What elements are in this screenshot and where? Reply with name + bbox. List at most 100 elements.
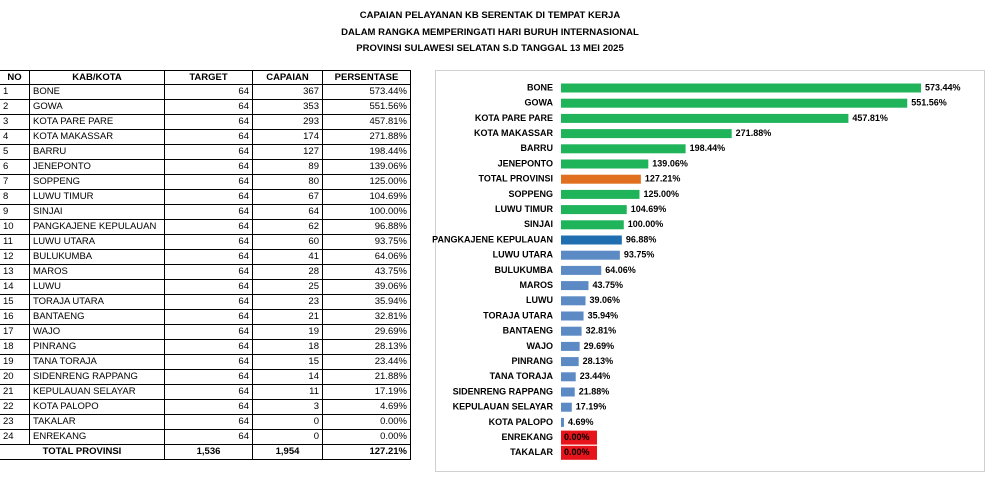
- total-label: TOTAL PROVINSI: [0, 445, 165, 460]
- table-cell: 127: [253, 145, 323, 160]
- table-cell: 18: [0, 340, 30, 355]
- table-cell: 28: [253, 265, 323, 280]
- table-cell: 174: [253, 130, 323, 145]
- table-cell: PANGKAJENE KEPULAUAN: [30, 220, 165, 235]
- table-cell: 10: [0, 220, 30, 235]
- table-cell: 64: [165, 160, 253, 175]
- table-cell: 64: [165, 115, 253, 130]
- table-cell: 20: [0, 370, 30, 385]
- table-cell: KOTA PALOPO: [30, 400, 165, 415]
- table-cell: 64: [165, 430, 253, 445]
- bar: [561, 113, 849, 123]
- bar: [561, 430, 597, 445]
- table-cell: 64: [165, 370, 253, 385]
- bar: [561, 98, 908, 108]
- category-label: GOWA: [525, 98, 554, 108]
- column-header: CAPAIAN: [253, 70, 323, 85]
- bar: [561, 311, 584, 321]
- value-label: 0.00%: [564, 432, 590, 442]
- table-cell: BONE: [30, 85, 165, 100]
- table-cell: 64: [165, 385, 253, 400]
- bar: [561, 205, 627, 215]
- table-cell: PINRANG: [30, 340, 165, 355]
- table-cell: KEPULAUAN SELAYAR: [30, 385, 165, 400]
- table-cell: 28.13%: [323, 340, 411, 355]
- table-cell: 64: [253, 205, 323, 220]
- table-cell: 29.69%: [323, 325, 411, 340]
- table-cell: 13: [0, 265, 30, 280]
- table-cell: BARRU: [30, 145, 165, 160]
- category-label: PINRANG: [511, 356, 553, 366]
- table-cell: 64: [165, 415, 253, 430]
- category-label: TOTAL PROVINSI: [478, 174, 553, 184]
- table-cell: TAKALAR: [30, 415, 165, 430]
- table-cell: 64: [165, 355, 253, 370]
- bar: [561, 159, 649, 169]
- table-cell: 8: [0, 190, 30, 205]
- value-label: 28.13%: [583, 356, 614, 366]
- table-cell: ENREKANG: [30, 430, 165, 445]
- category-label: ENREKANG: [501, 432, 553, 442]
- table-cell: 18: [253, 340, 323, 355]
- total-cell: 127.21%: [323, 445, 411, 460]
- table-cell: 104.69%: [323, 190, 411, 205]
- table-cell: 60: [253, 235, 323, 250]
- category-label: BULUKUMBA: [495, 265, 554, 275]
- bar: [561, 189, 640, 199]
- table-cell: 11: [0, 235, 30, 250]
- table-cell: 80: [253, 175, 323, 190]
- table-cell: 23: [0, 415, 30, 430]
- table-cell: SINJAI: [30, 205, 165, 220]
- table-cell: 12: [0, 250, 30, 265]
- table-cell: 0.00%: [323, 415, 411, 430]
- category-label: SINJAI: [524, 219, 553, 229]
- table-cell: 14: [253, 370, 323, 385]
- table-cell: 64: [165, 220, 253, 235]
- bar: [561, 144, 686, 154]
- bar: [561, 417, 564, 427]
- table-cell: 1: [0, 85, 30, 100]
- value-label: 125.00%: [643, 189, 679, 199]
- category-label: KOTA PALOPO: [489, 417, 553, 427]
- table-cell: 139.06%: [323, 160, 411, 175]
- table-cell: LUWU: [30, 280, 165, 295]
- table-cell: 0.00%: [323, 430, 411, 445]
- bar: [561, 445, 597, 460]
- column-header: PERSENTASE: [323, 70, 411, 85]
- table-cell: KOTA PARE PARE: [30, 115, 165, 130]
- bar: [561, 341, 580, 351]
- table-cell: TANA TORAJA: [30, 355, 165, 370]
- category-label: KOTA MAKASSAR: [474, 128, 553, 138]
- value-label: 93.75%: [624, 250, 655, 260]
- bar: [561, 402, 572, 412]
- table-cell: MAROS: [30, 265, 165, 280]
- bar: [561, 250, 620, 260]
- table-cell: LUWU UTARA: [30, 235, 165, 250]
- category-label: TORAJA UTARA: [483, 310, 553, 320]
- table-cell: 21: [0, 385, 30, 400]
- table-cell: 3: [0, 115, 30, 130]
- table-cell: 64: [165, 175, 253, 190]
- bar: [561, 387, 575, 397]
- table-cell: 43.75%: [323, 265, 411, 280]
- value-label: 0.00%: [564, 447, 590, 457]
- table-cell: 0: [253, 415, 323, 430]
- table-cell: 64: [165, 265, 253, 280]
- value-label: 64.06%: [605, 265, 636, 275]
- table-cell: BULUKUMBA: [30, 250, 165, 265]
- table-cell: 64: [165, 100, 253, 115]
- bar: [561, 265, 602, 275]
- table-cell: 367: [253, 85, 323, 100]
- table-cell: 14: [0, 280, 30, 295]
- bar: [561, 372, 576, 382]
- table-cell: 15: [0, 295, 30, 310]
- table-cell: 6: [0, 160, 30, 175]
- category-label: MAROS: [520, 280, 554, 290]
- value-label: 573.44%: [925, 82, 961, 92]
- table-cell: 11: [253, 385, 323, 400]
- value-label: 43.75%: [592, 280, 623, 290]
- bar: [561, 129, 732, 139]
- value-label: 4.69%: [568, 417, 594, 427]
- category-label: SIDENRENG RAPPANG: [453, 386, 553, 396]
